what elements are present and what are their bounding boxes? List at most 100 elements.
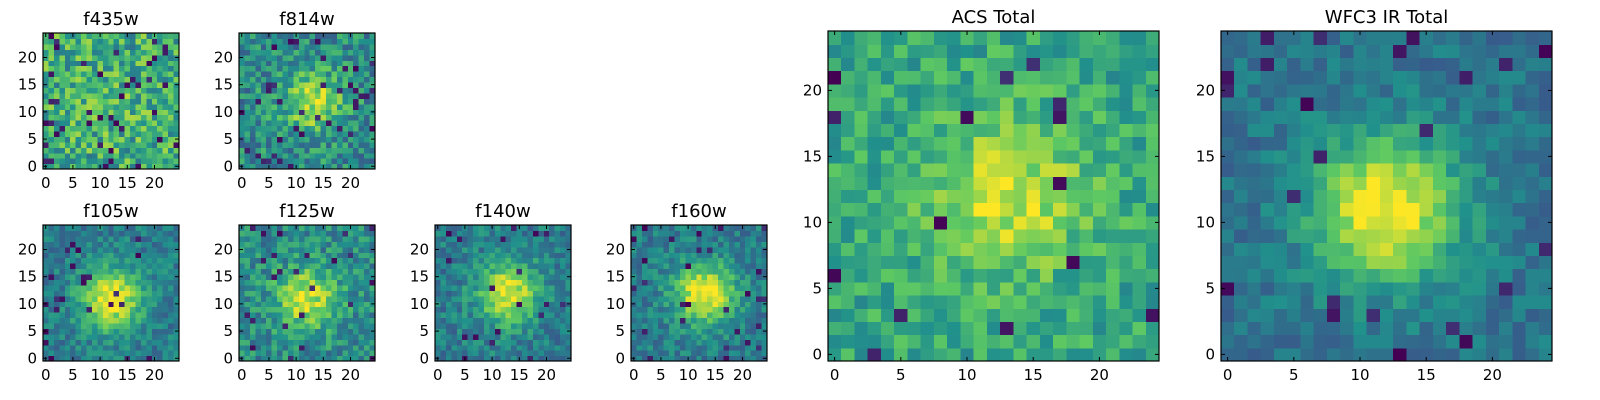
heatmap-cell <box>304 241 311 248</box>
heatmap-cell <box>336 98 343 105</box>
heatmap-cell <box>658 279 665 286</box>
heatmap-cell <box>761 322 768 329</box>
heatmap-cells <box>828 31 1160 362</box>
heatmap-cell <box>53 60 60 67</box>
heatmap-cell <box>48 344 55 351</box>
heatmap-cell <box>907 295 922 309</box>
heatmap-cell <box>108 33 115 40</box>
heatmap-cell <box>260 152 267 159</box>
heatmap-cell <box>336 268 343 275</box>
heatmap-cell <box>282 76 289 83</box>
heatmap-cell <box>342 120 349 127</box>
heatmap-cell <box>947 57 961 72</box>
heatmap-cell <box>522 252 529 259</box>
heatmap-cell <box>271 136 278 143</box>
heatmap-cell <box>920 334 935 349</box>
heatmap-cell <box>516 306 523 313</box>
heatmap-cell <box>652 252 659 259</box>
heatmap-cell <box>86 87 93 94</box>
heatmap-cell <box>315 43 322 50</box>
heatmap-cell <box>527 252 534 259</box>
heatmap-cell <box>347 92 354 99</box>
heatmap-cell <box>701 322 708 329</box>
heatmap-cell <box>130 230 137 237</box>
heatmap-cell <box>168 71 175 78</box>
x-tick-label: 10 <box>957 366 976 384</box>
heatmap-cell <box>124 120 131 127</box>
heatmap-cell <box>287 273 294 280</box>
heatmap-cell <box>538 246 545 253</box>
heatmap-cell <box>1000 229 1014 243</box>
heatmap-cell <box>1512 229 1527 243</box>
heatmap-cell <box>364 33 371 40</box>
heatmap-cell <box>347 152 354 159</box>
heatmap-cell <box>151 295 158 302</box>
heatmap-cell <box>364 147 371 154</box>
heatmap-cell <box>707 290 714 297</box>
heatmap-cell <box>1066 70 1081 85</box>
heatmap-cell <box>64 235 71 242</box>
heatmap-cell <box>331 328 338 335</box>
heatmap-cell <box>960 110 975 124</box>
heatmap-cell <box>336 350 343 357</box>
heatmap-cell <box>162 136 169 143</box>
heatmap-cell <box>1132 321 1147 336</box>
heatmap-cell <box>1039 110 1054 124</box>
heatmap-cell <box>1499 189 1513 204</box>
heatmap-cell <box>282 103 289 110</box>
heatmap-cell <box>255 54 262 61</box>
heatmap-cell <box>473 235 480 242</box>
heatmap-cell <box>298 312 305 319</box>
heatmap-cell <box>239 252 246 259</box>
heatmap-cell <box>342 92 349 99</box>
heatmap-cell <box>168 279 175 286</box>
heatmap-cell <box>331 301 338 308</box>
heatmap-cell <box>97 103 104 110</box>
heatmap-cell <box>151 65 158 72</box>
heatmap-cell <box>320 301 327 308</box>
heatmap-cell <box>440 230 447 237</box>
heatmap-cell <box>894 334 909 349</box>
heatmap-cell <box>696 355 703 362</box>
heatmap-cell <box>48 87 55 94</box>
heatmap-cell <box>1013 70 1028 85</box>
heatmap-cell <box>364 114 371 121</box>
heatmap-cell <box>494 306 501 313</box>
heatmap-cell <box>1079 176 1094 190</box>
heatmap-cell <box>336 158 343 165</box>
heatmap-cell <box>91 246 98 253</box>
heatmap-cell <box>336 87 343 94</box>
heatmap-cell <box>1379 321 1394 336</box>
heatmap-cell <box>173 125 180 132</box>
heatmap-cell <box>565 295 572 302</box>
heatmap-cell <box>102 49 109 56</box>
heatmap-cell <box>364 241 371 248</box>
x-tick-label: 0 <box>433 366 443 384</box>
heatmap-cell <box>130 355 137 362</box>
heatmap-cell <box>342 241 349 248</box>
heatmap-cell <box>70 252 77 259</box>
heatmap-cell <box>478 230 485 237</box>
heatmap-cell <box>91 225 98 232</box>
heatmap-cell <box>326 49 333 56</box>
heatmap-cell <box>456 295 463 302</box>
heatmap-cell <box>947 176 961 190</box>
heatmap-cell <box>64 322 71 329</box>
heatmap-cell <box>1092 57 1107 72</box>
heatmap-cell <box>287 125 294 132</box>
heatmap-cell <box>1472 189 1487 204</box>
heatmap-cell <box>1512 321 1527 336</box>
heatmap-cell <box>287 279 294 286</box>
heatmap-cell <box>973 334 988 349</box>
heatmap-cell <box>59 263 66 270</box>
heatmap-cell <box>532 301 539 308</box>
y-tick-label: 20 <box>214 240 233 258</box>
heatmap-cell <box>353 328 360 335</box>
heatmap-cell <box>75 322 82 329</box>
heatmap-cell <box>282 71 289 78</box>
heatmap-cell <box>841 189 856 204</box>
heatmap-cell <box>97 60 104 67</box>
heatmap-cell <box>130 235 137 242</box>
heatmap-cell <box>119 328 126 335</box>
